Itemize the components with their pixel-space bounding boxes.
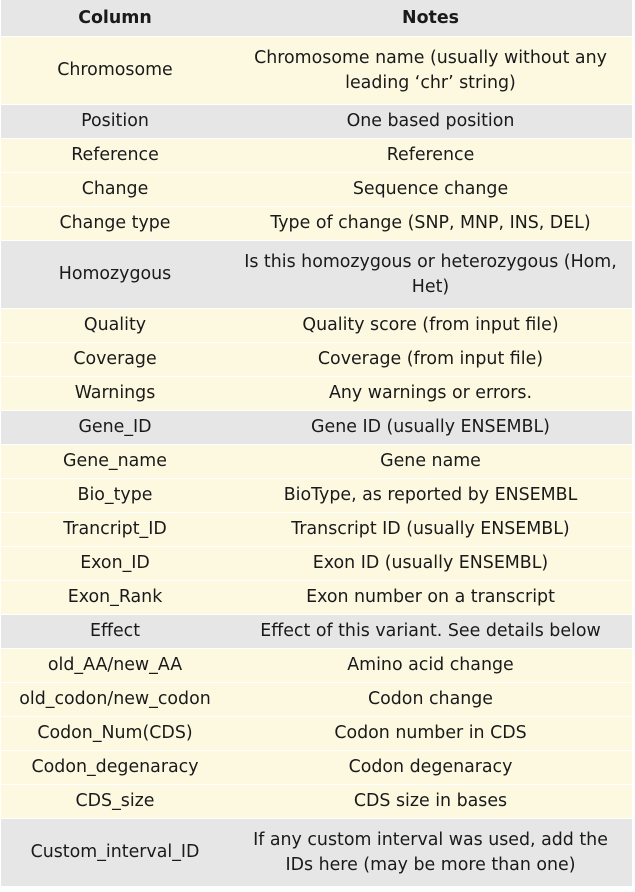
column-name-cell: Warnings [74, 383, 156, 403]
column-name-cell: Change [81, 179, 149, 199]
notes-cell: If any custom interval was used, add the… [253, 829, 608, 875]
column-name-cell: Reference [71, 145, 159, 165]
table-row: Change type Type of change (SNP, MNP, IN… [1, 207, 632, 241]
column-name-cell: Change type [59, 213, 171, 233]
table-row: Gene_name Gene name [1, 445, 632, 479]
column-name-cell: Exon_Rank [67, 587, 163, 607]
notes-cell: Gene ID (usually ENSEMBL) [311, 417, 550, 437]
notes-cell: Codon degenaracy [348, 757, 513, 777]
column-name-cell: Quality [83, 315, 147, 335]
column-header-column: Column [78, 7, 152, 28]
column-name-cell: CDS_size [75, 791, 155, 811]
table-row: Gene_ID Gene ID (usually ENSEMBL) [1, 411, 632, 445]
notes-cell: Sequence change [352, 179, 509, 199]
notes-cell: CDS size in bases [353, 791, 508, 811]
table-row: Codon_degenaracy Codon degenaracy [1, 751, 632, 785]
notes-cell: Type of change (SNP, MNP, INS, DEL) [270, 213, 591, 233]
notes-cell: Any warnings or errors. [329, 383, 532, 403]
notes-cell: Amino acid change [347, 655, 514, 675]
notes-cell: Exon number on a transcript [306, 587, 555, 607]
table-row: Custom_interval_ID If any custom interva… [1, 819, 632, 887]
table-row: Bio_type BioType, as reported by ENSEMBL [1, 479, 632, 513]
column-name-cell: Position [81, 111, 149, 131]
notes-cell: Reference [386, 145, 475, 165]
column-name-cell: Gene_ID [78, 417, 152, 437]
table-row: Coverage Coverage (from input file) [1, 343, 632, 377]
column-name-cell: Bio_type [77, 485, 153, 505]
column-name-cell: Exon_ID [80, 553, 150, 573]
notes-cell: Coverage (from input file) [317, 349, 544, 369]
table-row: Warnings Any warnings or errors. [1, 377, 632, 411]
column-name-cell: Coverage [73, 349, 157, 369]
notes-cell: Chromosome name (usually without any lea… [254, 47, 607, 93]
notes-cell: Effect of this variant. See details belo… [260, 621, 601, 641]
table-row: CDS_size CDS size in bases [1, 785, 632, 819]
column-name-cell: old_codon/new_codon [19, 689, 211, 709]
column-name-cell: Custom_interval_ID [30, 842, 200, 862]
table-row: old_AA/new_AA Amino acid change [1, 649, 632, 683]
table-header-row: Column Notes [1, 0, 632, 37]
column-name-cell: Gene_name [63, 451, 167, 471]
table-row: Homozygous Is this homozygous or heteroz… [1, 241, 632, 309]
column-name-cell: Chromosome [57, 60, 173, 80]
table-row: Codon_Num(CDS) Codon number in CDS [1, 717, 632, 751]
column-name-cell: old_AA/new_AA [47, 655, 183, 675]
table-row: Effect Effect of this variant. See detai… [1, 615, 632, 649]
table-row: Quality Quality score (from input file) [1, 309, 632, 343]
notes-cell: Is this homozygous or heterozygous (Hom,… [244, 251, 617, 297]
notes-cell: Transcript ID (usually ENSEMBL) [291, 519, 570, 539]
table-row: Exon_Rank Exon number on a transcript [1, 581, 632, 615]
notes-cell: Gene name [380, 451, 481, 471]
table-row: Reference Reference [1, 139, 632, 173]
table-row: Trancript_ID Transcript ID (usually ENSE… [1, 513, 632, 547]
notes-cell: Codon number in CDS [334, 723, 527, 743]
column-name-cell: Codon_degenaracy [31, 757, 199, 777]
column-name-cell: Effect [89, 621, 141, 641]
column-header-notes: Notes [402, 7, 459, 28]
table-row: old_codon/new_codon Codon change [1, 683, 632, 717]
notes-cell: One based position [346, 111, 515, 131]
notes-cell: BioType, as reported by ENSEMBL [283, 485, 578, 505]
table-row: Change Sequence change [1, 173, 632, 207]
column-name-cell: Homozygous [58, 264, 172, 284]
notes-cell: Quality score (from input file) [302, 315, 559, 335]
column-name-cell: Codon_Num(CDS) [37, 723, 193, 743]
notes-cell: Codon change [367, 689, 493, 709]
column-name-cell: Trancript_ID [63, 519, 167, 539]
notes-cell: Exon ID (usually ENSEMBL) [312, 553, 549, 573]
table-row: Chromosome Chromosome name (usually with… [1, 37, 632, 105]
table-row: Exon_ID Exon ID (usually ENSEMBL) [1, 547, 632, 581]
table-row: Position One based position [1, 105, 632, 139]
